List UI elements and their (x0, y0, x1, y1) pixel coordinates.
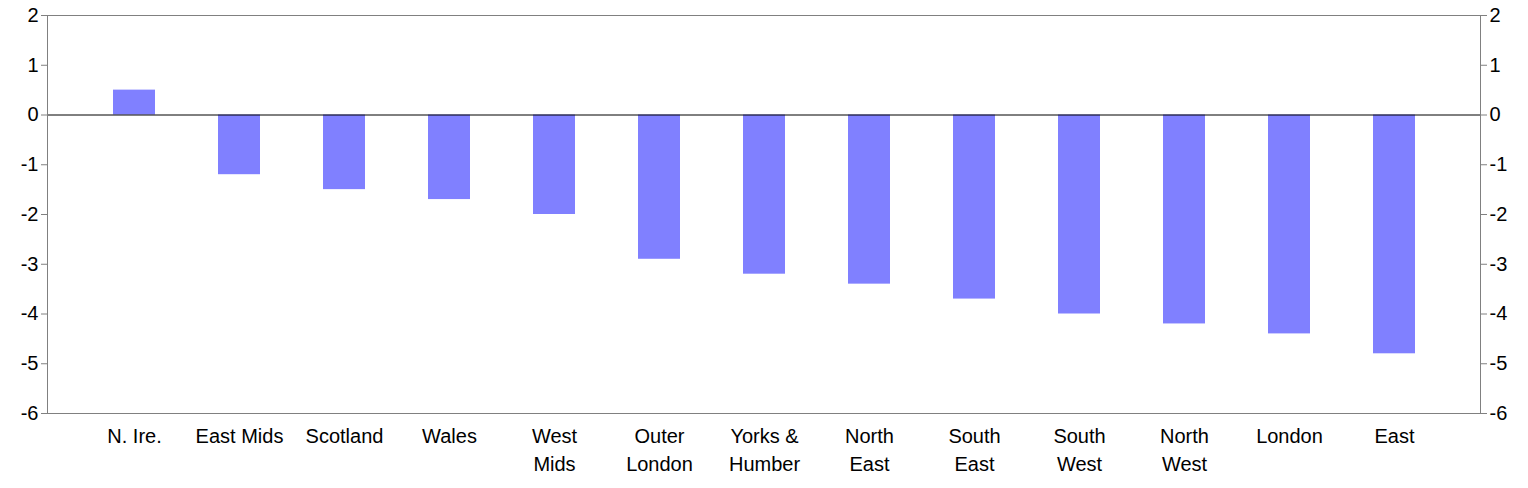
svg-text:-3: -3 (1490, 253, 1508, 275)
svg-text:NorthEast: NorthEast (845, 425, 894, 475)
svg-text:-5: -5 (1490, 352, 1508, 374)
svg-text:-6: -6 (21, 402, 39, 424)
svg-text:Scotland: Scotland (306, 425, 384, 447)
svg-text:1: 1 (1490, 54, 1501, 76)
svg-text:2: 2 (27, 4, 38, 26)
svg-text:NorthWest: NorthWest (1160, 425, 1209, 475)
svg-text:SouthEast: SouthEast (948, 425, 1000, 475)
svg-text:-1: -1 (1490, 153, 1508, 175)
svg-text:Yorks &Humber: Yorks &Humber (729, 425, 800, 475)
svg-text:N. Ire.: N. Ire. (107, 425, 161, 447)
svg-text:-1: -1 (21, 153, 39, 175)
svg-text:East: East (1374, 425, 1414, 447)
svg-text:-5: -5 (21, 352, 39, 374)
svg-text:London: London (1256, 425, 1323, 447)
svg-text:-3: -3 (21, 253, 39, 275)
svg-text:0: 0 (1490, 103, 1501, 125)
svg-text:WestMids: WestMids (532, 425, 578, 475)
svg-text:-2: -2 (1490, 203, 1508, 225)
svg-text:1: 1 (27, 54, 38, 76)
svg-text:East Mids: East Mids (196, 425, 284, 447)
svg-text:-2: -2 (21, 203, 39, 225)
svg-text:OuterLondon: OuterLondon (626, 425, 693, 475)
svg-text:-6: -6 (1490, 402, 1508, 424)
svg-text:-4: -4 (1490, 302, 1508, 324)
svg-text:0: 0 (27, 103, 38, 125)
svg-text:Wales: Wales (422, 425, 477, 447)
svg-text:-4: -4 (21, 302, 39, 324)
svg-text:2: 2 (1490, 4, 1501, 26)
svg-text:SouthWest: SouthWest (1053, 425, 1105, 475)
